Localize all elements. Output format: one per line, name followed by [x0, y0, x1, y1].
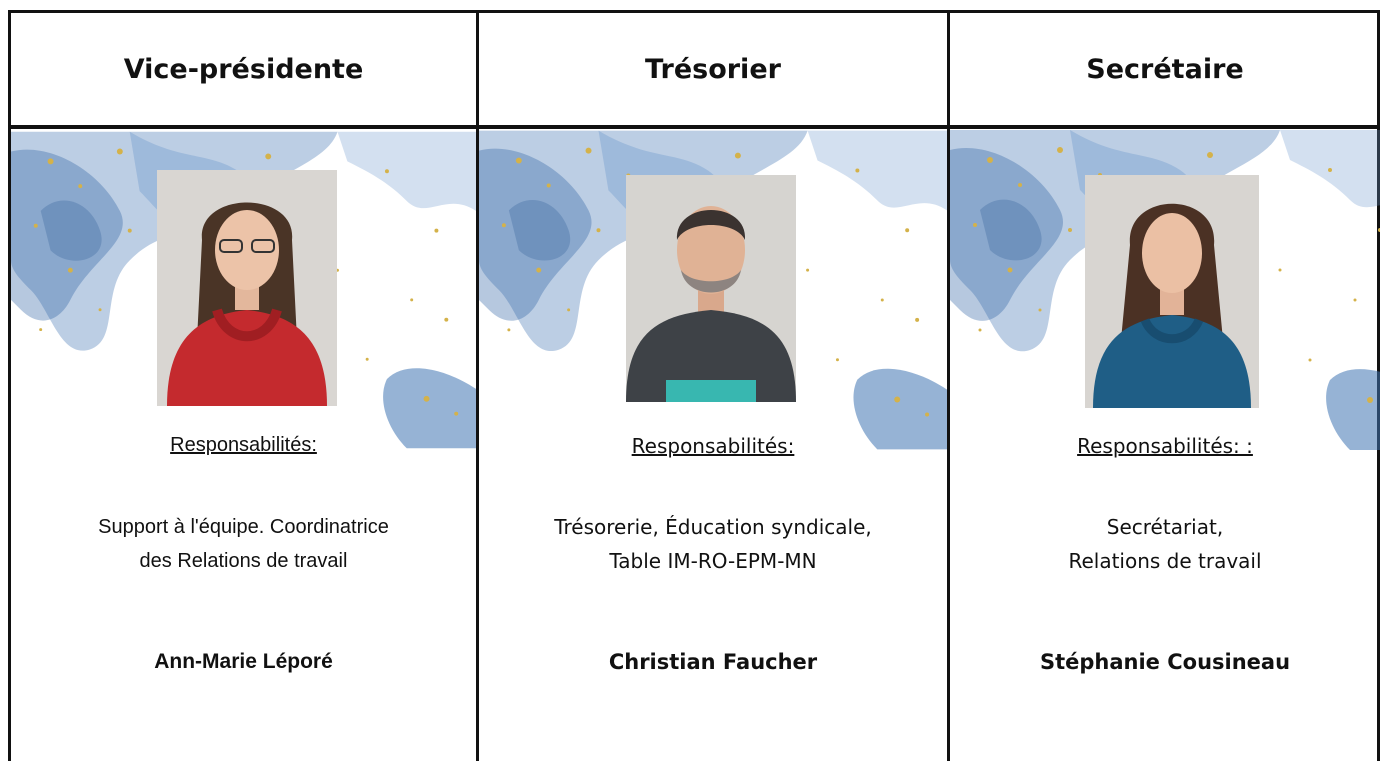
portrait: [157, 170, 337, 406]
responsibilities-label: Responsabilités: :: [1077, 434, 1253, 458]
column-title: Trésorier: [479, 13, 947, 129]
person-name: Stéphanie Cousineau: [1039, 650, 1291, 674]
person-name: Ann-Marie Léporé: [154, 650, 333, 673]
column-title: Secrétaire: [950, 13, 1380, 129]
portrait: [626, 175, 796, 402]
responsibilities-label: Responsabilités:: [631, 434, 795, 458]
description: Secrétariat, Relations de travail: [950, 510, 1380, 578]
description-line: Table IM-RO-EPM-MN: [609, 549, 817, 573]
description-line: Relations de travail: [1068, 549, 1262, 573]
column: Trésorier Responsabilités: Trésorerie, É…: [476, 10, 947, 761]
description: Trésorerie, Éducation syndicale, Table I…: [479, 510, 947, 578]
responsibilities-label: Responsabilités:: [170, 434, 317, 456]
person-name: Christian Faucher: [608, 650, 818, 674]
column-title: Vice-présidente: [11, 13, 476, 129]
portrait: [1085, 175, 1259, 408]
column: Secrétaire Responsabilités: : Secrétaria…: [947, 10, 1380, 761]
description-line: Secrétariat,: [1106, 515, 1224, 539]
description: Support à l'équipe. Coordinatrice des Re…: [11, 510, 476, 578]
column: Vice-présidente Responsabilités: Support…: [8, 10, 476, 761]
description-line: Trésorerie, Éducation syndicale,: [554, 515, 872, 539]
description-line: des Relations de travail: [139, 550, 348, 572]
description-line: Support à l'équipe. Coordinatrice: [98, 516, 389, 538]
